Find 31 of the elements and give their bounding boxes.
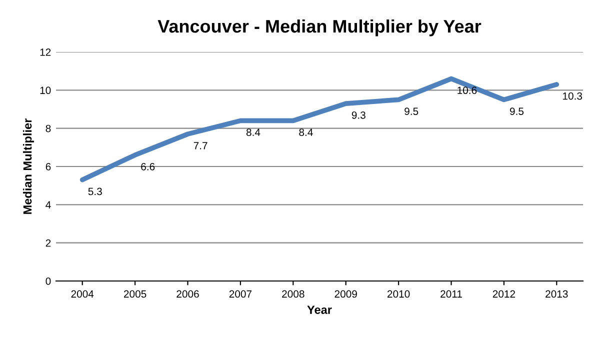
x-tick-label: 2011 <box>440 290 462 298</box>
data-label: 8.4 <box>246 128 260 136</box>
data-label: 9.5 <box>404 108 418 116</box>
data-label: 9.5 <box>510 108 524 116</box>
x-tick-label: 2004 <box>71 290 94 298</box>
data-label: 9.3 <box>352 111 366 119</box>
y-tick-label: 8 <box>46 124 51 132</box>
x-tick-label: 2009 <box>334 290 357 298</box>
y-axis-title: Median Multiplier <box>22 118 34 214</box>
x-tick-label: 2012 <box>492 290 516 298</box>
data-label: 5.3 <box>88 188 102 196</box>
x-tick-label: 2013 <box>546 290 568 298</box>
data-label: 6.6 <box>141 162 155 170</box>
x-tick-label: 2005 <box>124 290 146 298</box>
y-tick-label: 0 <box>46 278 51 285</box>
x-tick-label: 2006 <box>176 290 199 298</box>
data-label: 8.4 <box>299 128 313 136</box>
x-tick-label: 2008 <box>282 290 304 298</box>
x-tick-label: 2010 <box>387 290 410 298</box>
y-tick-label: 10 <box>40 86 51 94</box>
chart-title: Vancouver - Median Multiplier by Year <box>158 19 482 36</box>
data-label: 7.7 <box>194 142 208 150</box>
x-tick-label: 2007 <box>229 290 252 298</box>
y-tick-label: 12 <box>40 48 51 56</box>
line-series <box>80 76 560 182</box>
x-axis-title: Year <box>307 306 332 314</box>
y-tick-label: 2 <box>46 239 51 247</box>
y-tick-label: 4 <box>46 201 51 208</box>
data-label: 10.3 <box>563 92 582 100</box>
y-tick-label: 6 <box>46 163 51 170</box>
data-label: 10.6 <box>458 86 477 94</box>
